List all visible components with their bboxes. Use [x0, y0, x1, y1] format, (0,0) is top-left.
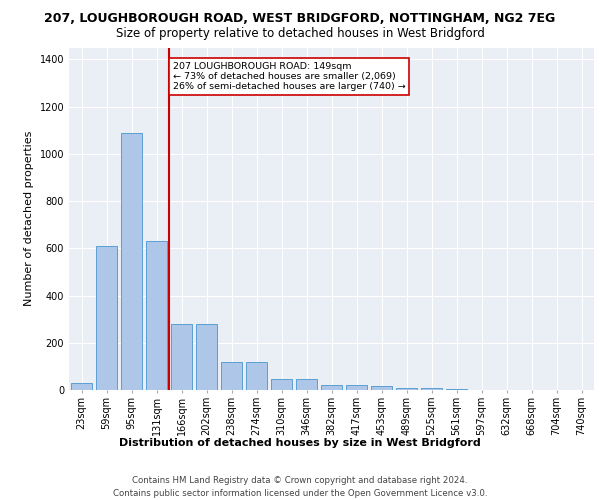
Text: Size of property relative to detached houses in West Bridgford: Size of property relative to detached ho…	[116, 28, 484, 40]
Bar	[96, 246, 117, 390]
Bar	[71, 383, 92, 390]
Y-axis label: Number of detached properties: Number of detached properties	[24, 131, 34, 306]
Bar	[271, 380, 292, 390]
Bar	[221, 362, 242, 390]
Bar	[396, 388, 417, 390]
Bar	[121, 132, 142, 390]
Text: 207, LOUGHBOROUGH ROAD, WEST BRIDGFORD, NOTTINGHAM, NG2 7EG: 207, LOUGHBOROUGH ROAD, WEST BRIDGFORD, …	[44, 12, 556, 26]
Bar	[146, 241, 167, 390]
Bar	[196, 324, 217, 390]
Text: Contains HM Land Registry data © Crown copyright and database right 2024.: Contains HM Land Registry data © Crown c…	[132, 476, 468, 485]
Bar	[421, 388, 442, 390]
Text: Contains public sector information licensed under the Open Government Licence v3: Contains public sector information licen…	[113, 489, 487, 498]
Bar	[371, 386, 392, 390]
Bar	[321, 386, 342, 390]
Bar	[246, 362, 267, 390]
Text: 207 LOUGHBOROUGH ROAD: 149sqm
← 73% of detached houses are smaller (2,069)
26% o: 207 LOUGHBOROUGH ROAD: 149sqm ← 73% of d…	[173, 62, 406, 92]
Text: Distribution of detached houses by size in West Bridgford: Distribution of detached houses by size …	[119, 438, 481, 448]
Bar	[296, 380, 317, 390]
Bar	[346, 386, 367, 390]
Bar	[171, 324, 192, 390]
